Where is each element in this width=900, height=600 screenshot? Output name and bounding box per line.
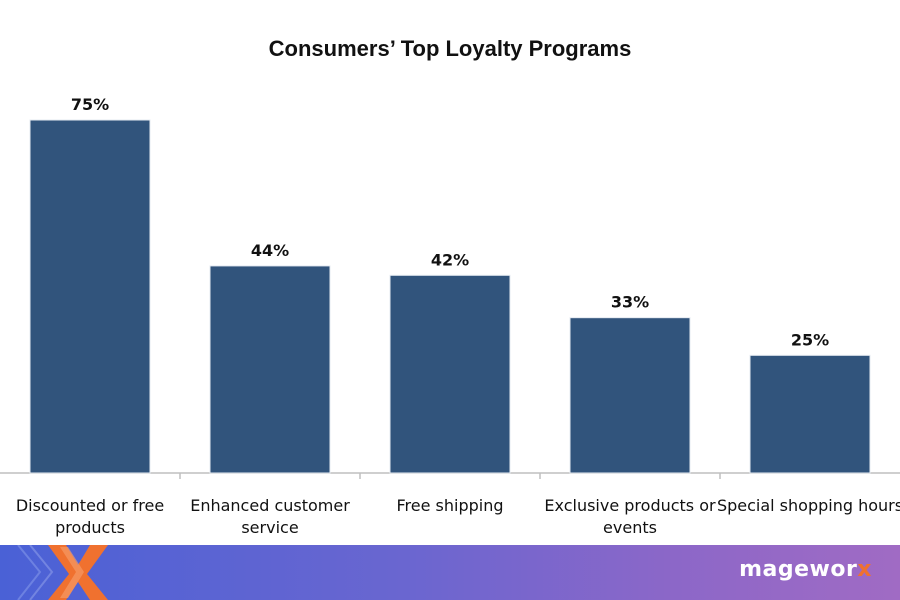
bar bbox=[389, 274, 511, 474]
footer-banner: mageworx bbox=[0, 545, 900, 600]
category-label: Enhanced customer service bbox=[190, 496, 350, 537]
bar bbox=[569, 317, 691, 474]
bar bbox=[29, 119, 151, 474]
data-label: 33% bbox=[611, 293, 649, 312]
category-label: Discounted or free products bbox=[16, 496, 164, 537]
brand-logo: mageworx bbox=[739, 557, 872, 582]
bar bbox=[749, 354, 871, 474]
brand-x-icon bbox=[17, 545, 108, 600]
data-label: 25% bbox=[791, 330, 829, 349]
chart-title: Consumers’ Top Loyalty Programs bbox=[268, 36, 632, 61]
category-label: Special shopping hours bbox=[717, 496, 900, 515]
category-label: Free shipping bbox=[396, 496, 503, 515]
data-label: 42% bbox=[431, 250, 469, 269]
brand-accent-x: x bbox=[857, 557, 872, 582]
brand-text: magewor bbox=[739, 557, 858, 582]
bar bbox=[209, 265, 331, 474]
data-label: 75% bbox=[71, 95, 109, 114]
category-label: Exclusive products or events bbox=[544, 496, 716, 537]
data-label: 44% bbox=[251, 241, 289, 260]
bar-chart: 75% Discounted or free products 44% Enhanced… bbox=[0, 95, 900, 537]
